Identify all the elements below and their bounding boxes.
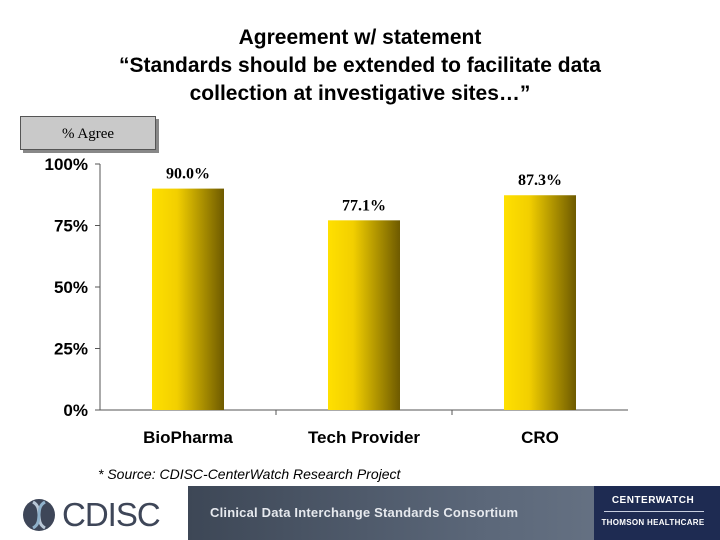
chart-title: Agreement w/ statement “Standards should… — [0, 24, 720, 108]
data-label: 77.1% — [342, 197, 386, 214]
x-tick-label: BioPharma — [143, 428, 233, 447]
data-label: 87.3% — [518, 172, 562, 189]
y-tick-label: 0% — [63, 401, 88, 420]
helix-icon — [23, 499, 55, 531]
bar-chart: 0% 25% 50% 75% 100% 90.0% BioPharma 77.1% Tech … — [45, 155, 628, 447]
centerwatch-logo-line2: THOMSON HEALTHCARE — [601, 518, 705, 527]
cdisc-logo-text: CDISC — [62, 496, 161, 533]
x-tick-label: Tech Provider — [308, 428, 420, 447]
x-tick-label: CRO — [521, 428, 559, 447]
y-tick-label: 25% — [54, 340, 88, 359]
cdisc-logo[interactable]: CDISC — [22, 496, 188, 534]
y-tick-label: 100% — [45, 155, 88, 174]
centerwatch-logo-line1: CENTERWATCH — [611, 495, 695, 506]
percent-agree-badge: % Agree — [20, 116, 156, 150]
title-line-2: “Standards should be extended to facilit… — [119, 54, 601, 77]
y-tick-label: 75% — [54, 217, 88, 236]
footer: CDISC Clinical Data Interchange Standard… — [0, 486, 720, 540]
data-label: 90.0% — [166, 166, 210, 183]
bar-tech-provider — [328, 220, 400, 410]
source-note: * Source: CDISC-CenterWatch Research Pro… — [98, 466, 401, 482]
bar-cro — [504, 195, 576, 410]
title-line-1: Agreement w/ statement — [238, 26, 482, 49]
y-tick-label: 50% — [54, 278, 88, 297]
title-line-3: collection at investigative sites…” — [189, 82, 531, 105]
footer-banner-text: Clinical Data Interchange Standards Cons… — [210, 505, 519, 520]
centerwatch-logo-rule — [604, 511, 704, 512]
bar-biopharma — [152, 188, 224, 410]
centerwatch-logo[interactable]: CENTERWATCH THOMSON HEALTHCARE — [594, 486, 720, 540]
